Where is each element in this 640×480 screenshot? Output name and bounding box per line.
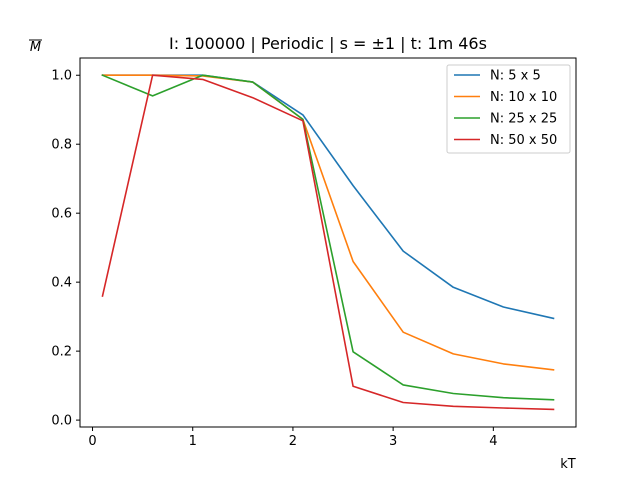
x-tick-label: 0: [88, 434, 96, 449]
x-axis-label: kT: [560, 457, 576, 472]
y-axis-label: M: [29, 39, 42, 55]
series-lines: [101, 74, 555, 411]
legend: N: 5 x 5 N: 10 x 10 N: 25 x 25 N: 50 x 50: [446, 64, 571, 154]
x-tick-label: 4: [489, 434, 497, 449]
y-axis-ticks: 0.0 0.2 0.4 0.6 0.8 1.0: [51, 69, 80, 429]
y-tick-label: 0.6: [51, 207, 72, 222]
y-tick-label: 0.4: [51, 276, 72, 291]
legend-box: [446, 64, 571, 154]
legend-label-2: N: 10 x 10: [490, 90, 557, 105]
legend-label-1: N: 5 x 5: [490, 69, 541, 84]
x-tick-label: 3: [389, 434, 397, 449]
y-axis-label-text: M: [30, 40, 41, 55]
legend-label-3: N: 25 x 25: [490, 112, 557, 127]
series-line-2: [101, 74, 555, 371]
series-line-4: [101, 74, 555, 411]
y-tick-label: 1.0: [51, 69, 72, 84]
x-axis-ticks: 0 1 2 3 4: [88, 427, 497, 449]
y-tick-label: 0.8: [51, 138, 72, 153]
x-tick-label: 2: [289, 434, 297, 449]
y-tick-label: 0.2: [51, 345, 72, 360]
y-tick-label: 0.0: [51, 414, 72, 429]
legend-label-4: N: 50 x 50: [490, 133, 557, 148]
plot-area-frame: [79, 57, 577, 428]
chart-title: I: 100000 | Periodic | s = ±1 | t: 1m 46…: [169, 34, 487, 53]
series-line-3: [101, 74, 555, 401]
x-tick-label: 1: [189, 434, 197, 449]
